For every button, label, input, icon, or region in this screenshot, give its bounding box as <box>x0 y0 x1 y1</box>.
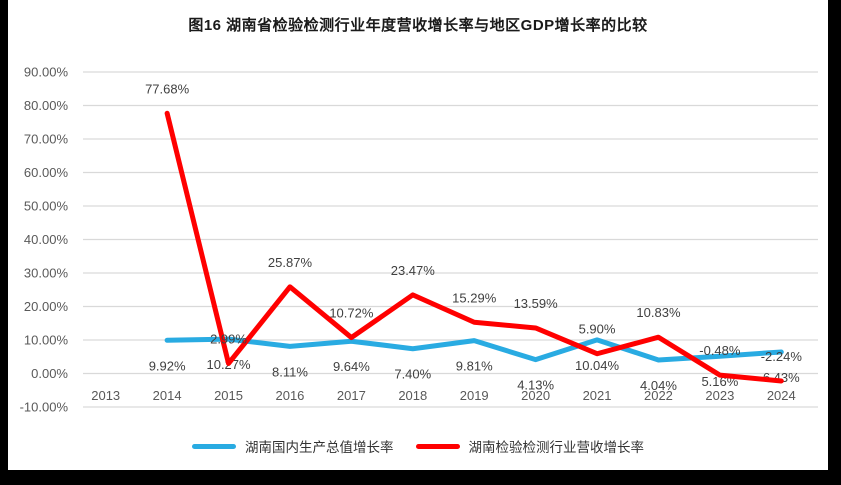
svg-text:2019: 2019 <box>460 388 489 403</box>
svg-text:10.00%: 10.00% <box>24 333 69 348</box>
svg-text:2017: 2017 <box>337 388 366 403</box>
legend-item-testing-revenue-growth: 湖南检验检测行业营收增长率 <box>415 436 645 456</box>
svg-text:2023: 2023 <box>705 388 734 403</box>
svg-text:30.00%: 30.00% <box>24 266 69 281</box>
gdp-line-swatch-icon <box>192 443 236 449</box>
legend-label-gdp-growth: 湖南国内生产总值增长率 <box>245 440 394 455</box>
svg-text:2016: 2016 <box>275 388 304 403</box>
svg-text:50.00%: 50.00% <box>24 199 69 214</box>
svg-text:60.00%: 60.00% <box>24 165 69 180</box>
svg-text:5.90%: 5.90% <box>579 322 616 337</box>
svg-text:2022: 2022 <box>644 388 673 403</box>
svg-text:23.47%: 23.47% <box>391 263 436 278</box>
svg-text:2.99%: 2.99% <box>210 331 247 346</box>
svg-text:2018: 2018 <box>398 388 427 403</box>
svg-text:13.59%: 13.59% <box>514 296 559 311</box>
svg-text:80.00%: 80.00% <box>24 98 69 113</box>
svg-text:2024: 2024 <box>767 388 796 403</box>
svg-text:20.00%: 20.00% <box>24 299 69 314</box>
svg-text:7.40%: 7.40% <box>394 367 431 382</box>
svg-text:10.72%: 10.72% <box>329 306 374 321</box>
svg-text:4.13%: 4.13% <box>517 378 554 393</box>
legend-label-testing-revenue-growth: 湖南检验检测行业营收增长率 <box>468 440 645 455</box>
svg-text:2020: 2020 <box>521 388 550 403</box>
legend-item-gdp-growth: 湖南国内生产总值增长率 <box>192 436 394 456</box>
svg-text:2014: 2014 <box>153 388 182 403</box>
svg-text:8.11%: 8.11% <box>272 364 308 379</box>
svg-text:2015: 2015 <box>214 388 243 403</box>
svg-text:10.83%: 10.83% <box>636 305 681 320</box>
svg-text:77.68%: 77.68% <box>145 81 190 96</box>
svg-text:0.00%: 0.00% <box>31 366 68 381</box>
svg-text:40.00%: 40.00% <box>24 232 69 247</box>
svg-text:9.92%: 9.92% <box>149 358 186 373</box>
svg-text:9.81%: 9.81% <box>456 359 493 374</box>
svg-text:2013: 2013 <box>91 388 120 403</box>
svg-text:10.04%: 10.04% <box>575 358 620 373</box>
svg-text:-0.48%: -0.48% <box>699 343 741 358</box>
svg-text:2021: 2021 <box>583 388 612 403</box>
svg-text:90.00%: 90.00% <box>24 65 69 80</box>
svg-text:25.87%: 25.87% <box>268 255 313 270</box>
svg-text:-10.00%: -10.00% <box>20 400 69 415</box>
svg-text:70.00%: 70.00% <box>24 132 69 147</box>
svg-text:9.64%: 9.64% <box>333 359 370 374</box>
testing-revenue-line-swatch-icon <box>415 443 460 449</box>
svg-text:15.29%: 15.29% <box>452 290 497 305</box>
svg-text:4.04%: 4.04% <box>640 378 677 393</box>
line-chart-plot-area: 90.00% 80.00% 70.00% 60.00% 50.00% 40.00% 30.0… <box>20 65 818 415</box>
chart-legend: 湖南国内生产总值增长率 湖南检验检测行业营收增长率 <box>8 436 828 456</box>
chart-card: 图16 湖南省检验检测行业年度营收增长率与地区GDP增长率的比较 90.00% 8… <box>8 0 828 470</box>
svg-text:-2.24%: -2.24% <box>761 349 803 364</box>
chart-title: 图16 湖南省检验检测行业年度营收增长率与地区GDP增长率的比较 <box>188 17 648 34</box>
